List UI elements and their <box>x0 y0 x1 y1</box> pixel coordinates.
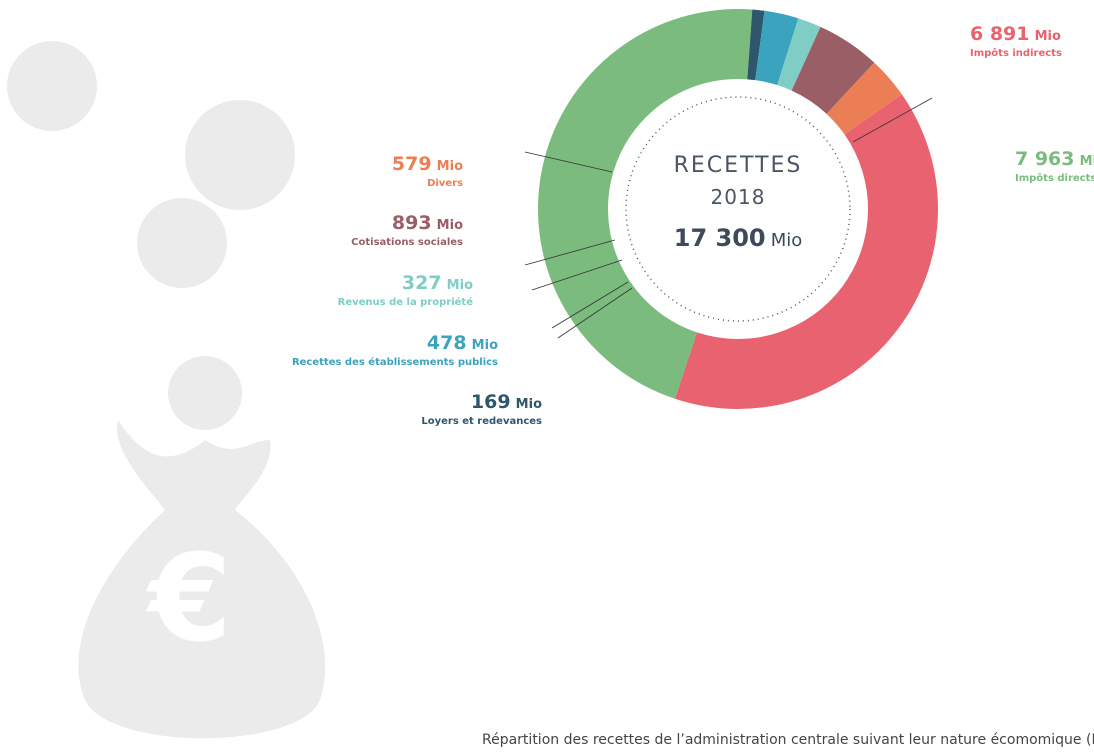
leader-line <box>531 259 623 291</box>
value-label: 893 Mio <box>392 212 463 234</box>
center-total: 17 300 Mio <box>674 224 803 252</box>
value-label: 579 Mio <box>392 153 463 175</box>
leader-line <box>524 151 613 173</box>
value: 7 963 <box>1015 148 1075 170</box>
value-label: 7 963 Mio <box>1015 148 1094 170</box>
center-year: 2018 <box>711 185 766 209</box>
unit: Mio <box>1080 154 1094 169</box>
donut-segment <box>747 9 765 81</box>
value: 478 <box>427 332 467 354</box>
donut-segment <box>674 94 938 410</box>
value: 6 891 <box>970 23 1030 45</box>
unit: Mio <box>447 278 473 293</box>
euro-icon: € <box>145 530 232 669</box>
leader-line <box>551 281 629 329</box>
donut-segment <box>538 9 753 399</box>
value: 893 <box>392 212 432 234</box>
leader-line <box>557 287 633 339</box>
leader-line <box>524 239 616 266</box>
value-label: 327 Mio <box>402 272 473 294</box>
unit: Mio <box>437 159 463 174</box>
category-label: Revenus de la propriété <box>338 296 474 308</box>
caption: Répartition des recettes de l’administra… <box>482 732 1094 748</box>
dotted-circle <box>625 96 851 322</box>
value: 169 <box>471 391 511 413</box>
unit: Mio <box>1035 29 1061 44</box>
leader-line <box>852 97 933 143</box>
category-label: Loyers et redevances <box>421 416 542 427</box>
category-label: Recettes des établissements publics <box>292 356 498 368</box>
unit: Mio <box>437 218 463 233</box>
total-unit: Mio <box>771 230 803 251</box>
value-label: 478 Mio <box>427 332 498 354</box>
donut-segment <box>791 26 875 114</box>
value: 579 <box>392 153 432 175</box>
donut-segment <box>777 18 821 91</box>
center-title: RECETTES <box>674 153 803 178</box>
value: 327 <box>402 272 442 294</box>
category-label: Impôts directs <box>1015 172 1094 184</box>
donut-segment <box>826 62 902 135</box>
category-label: Impôts indirects <box>970 47 1062 59</box>
category-label: Cotisations sociales <box>351 237 463 248</box>
value-label: 6 891 Mio <box>970 23 1061 45</box>
background-illustration <box>7 41 326 739</box>
category-label: Divers <box>427 178 463 189</box>
value-label: 169 Mio <box>471 391 542 413</box>
unit: Mio <box>472 338 498 353</box>
unit: Mio <box>516 397 542 412</box>
donut-segment <box>755 10 799 86</box>
total-value: 17 300 <box>674 224 766 252</box>
